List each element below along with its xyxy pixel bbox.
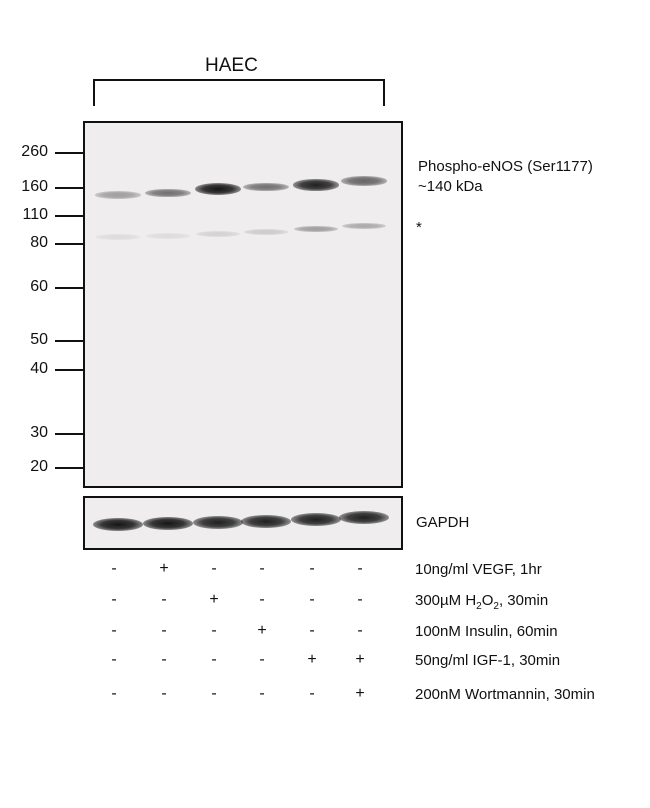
treatment-symbol: - — [211, 560, 217, 577]
treatment-symbol: - — [357, 560, 363, 577]
mw-marker-tick — [55, 369, 83, 371]
mw-marker-tick — [55, 467, 83, 469]
gapdh-band — [143, 516, 193, 530]
gapdh-band — [93, 517, 143, 531]
treatment-symbol: + — [159, 560, 169, 577]
treatment-symbol: - — [357, 622, 363, 639]
treatment-symbol: - — [111, 651, 117, 668]
treatment-symbol: - — [161, 685, 167, 702]
mw-marker-tick — [55, 187, 83, 189]
nonspecific-band — [294, 225, 338, 233]
treatment-symbol: - — [161, 651, 167, 668]
mw-marker-tick — [55, 243, 83, 245]
treatment-symbol: - — [211, 685, 217, 702]
treatment-label: 100nM Insulin, 60min — [415, 623, 558, 640]
nonspecific-band — [244, 229, 288, 235]
treatment-symbol: - — [309, 685, 315, 702]
mw-marker-label: 160 — [21, 178, 48, 195]
mw-marker-label: 50 — [30, 331, 48, 348]
gapdh-blot — [83, 496, 403, 550]
treatment-symbol: - — [111, 685, 117, 702]
mw-marker-label: 80 — [30, 234, 48, 251]
phospho-enos-band — [145, 188, 191, 198]
gapdh-band — [241, 514, 291, 528]
treatment-symbol: - — [259, 560, 265, 577]
phospho-enos-blot — [83, 121, 403, 488]
mw-marker-label: 40 — [30, 360, 48, 377]
mw-marker-label: 260 — [21, 143, 48, 160]
treatment-symbol: - — [309, 622, 315, 639]
nonspecific-band-marker: * — [416, 219, 422, 236]
mw-marker-tick — [55, 287, 83, 289]
treatment-symbol: - — [259, 685, 265, 702]
phospho-enos-band — [293, 179, 339, 191]
treatment-label: 10ng/ml VEGF, 1hr — [415, 561, 542, 578]
phospho-enos-band — [95, 191, 141, 199]
nonspecific-band — [196, 231, 240, 237]
phospho-enos-band — [195, 183, 241, 195]
treatment-symbol: + — [355, 685, 365, 702]
treatment-symbol: - — [161, 622, 167, 639]
gapdh-band — [291, 512, 341, 526]
target-size-label: ~140 kDa — [418, 178, 483, 195]
mw-marker-tick — [55, 433, 83, 435]
lane-bracket — [93, 79, 385, 106]
mw-marker-label: 20 — [30, 458, 48, 475]
treatment-symbol: - — [259, 651, 265, 668]
mw-marker-label: 110 — [22, 206, 48, 223]
treatment-symbol: - — [161, 591, 167, 608]
treatment-symbol: + — [307, 651, 317, 668]
cell-line-label: HAEC — [205, 55, 258, 76]
treatment-symbol: - — [259, 591, 265, 608]
treatment-symbol: - — [211, 622, 217, 639]
treatment-symbol: - — [111, 591, 117, 608]
phospho-enos-band — [341, 176, 387, 186]
mw-marker-label: 60 — [30, 278, 48, 295]
treatment-label: 300µM H2O2, 30min — [415, 592, 549, 612]
gapdh-band — [339, 510, 389, 524]
treatment-symbol: - — [111, 622, 117, 639]
treatment-symbol: + — [209, 591, 219, 608]
nonspecific-band — [342, 222, 386, 230]
treatment-symbol: - — [211, 651, 217, 668]
gapdh-band — [193, 515, 243, 529]
treatment-symbol: + — [355, 651, 365, 668]
treatment-symbol: + — [257, 622, 267, 639]
nonspecific-band — [146, 233, 190, 239]
treatment-label: 200nM Wortmannin, 30min — [415, 686, 595, 703]
phospho-enos-band — [243, 182, 289, 192]
loading-control-label: GAPDH — [416, 514, 470, 531]
target-label: Phospho-eNOS (Ser1177) — [418, 158, 593, 175]
treatment-symbol: - — [357, 591, 363, 608]
treatment-symbol: - — [309, 591, 315, 608]
mw-marker-label: 30 — [30, 424, 48, 441]
treatment-label: 50ng/ml IGF-1, 30min — [415, 652, 561, 669]
mw-marker-tick — [55, 152, 83, 154]
mw-marker-tick — [55, 340, 83, 342]
treatment-symbol: - — [111, 560, 117, 577]
treatment-symbol: - — [309, 560, 315, 577]
nonspecific-band — [96, 234, 140, 240]
mw-marker-tick — [55, 215, 83, 217]
